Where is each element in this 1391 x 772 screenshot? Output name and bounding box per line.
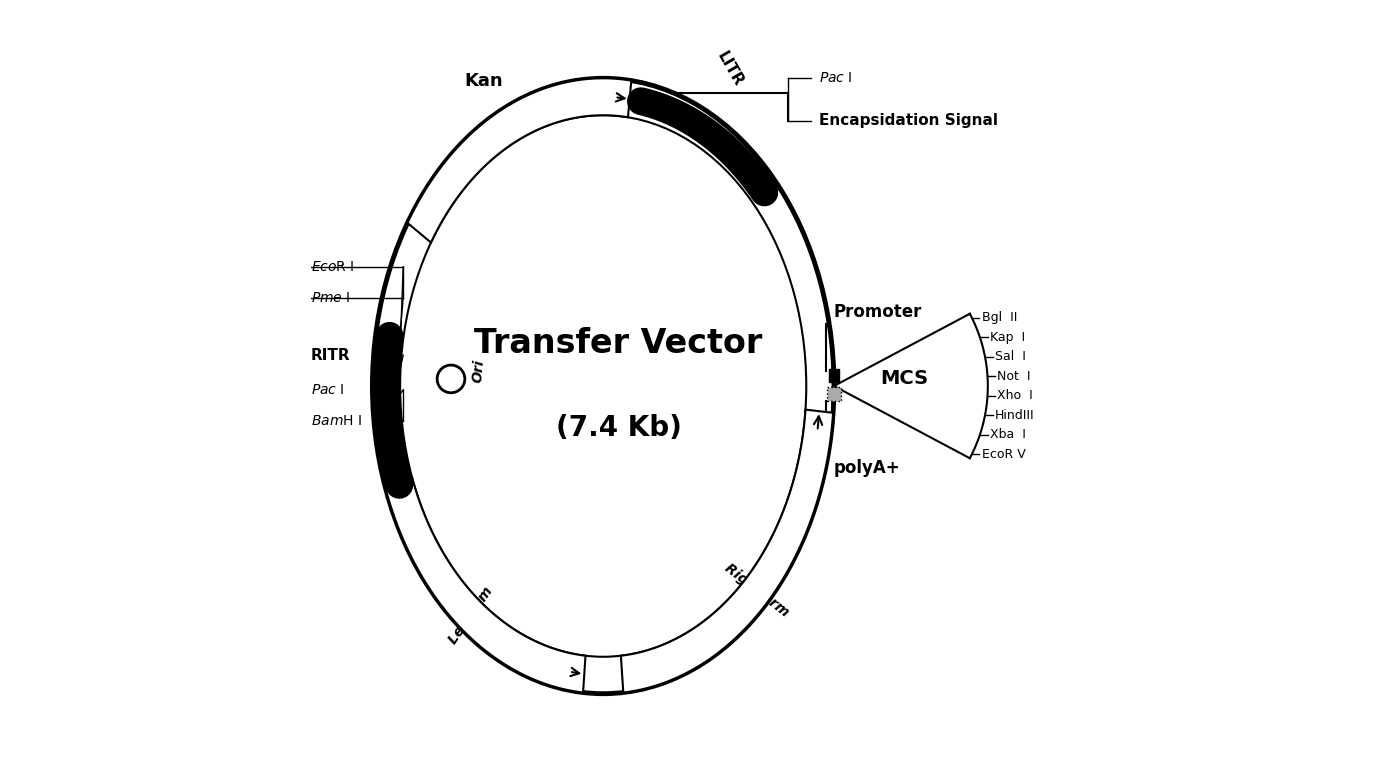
Bar: [829, 369, 839, 382]
Text: Sal  I: Sal I: [995, 350, 1025, 363]
Text: $\it{Pac}$ I: $\it{Pac}$ I: [818, 71, 853, 86]
Text: Right arm: Right arm: [722, 561, 791, 620]
Text: Promoter: Promoter: [835, 303, 922, 320]
Text: $\it{Eco}$R I: $\it{Eco}$R I: [312, 259, 355, 274]
Text: (7.4 Kb): (7.4 Kb): [555, 415, 682, 442]
Text: Xho  I: Xho I: [997, 389, 1034, 402]
Text: LITR: LITR: [714, 49, 746, 89]
Text: Kap  I: Kap I: [990, 330, 1025, 344]
Text: Bgl  II: Bgl II: [982, 311, 1017, 324]
Polygon shape: [620, 410, 833, 692]
Text: Ori: Ori: [470, 359, 487, 384]
Bar: [828, 387, 842, 401]
Text: Not  I: Not I: [997, 370, 1031, 383]
Text: Kan: Kan: [465, 72, 504, 90]
Text: Transfer Vector: Transfer Vector: [474, 327, 762, 361]
Text: MCS: MCS: [881, 369, 928, 388]
Text: RITR: RITR: [312, 347, 351, 363]
Polygon shape: [387, 479, 586, 692]
Text: Encapsidation Signal: Encapsidation Signal: [818, 113, 997, 128]
Text: $\it{Pme}$ I: $\it{Pme}$ I: [312, 290, 351, 304]
Polygon shape: [408, 78, 632, 242]
Text: $\it{Bam}$H I: $\it{Bam}$H I: [312, 414, 362, 428]
Text: Left arm: Left arm: [447, 584, 497, 647]
Text: $\it{Pac}$ I: $\it{Pac}$ I: [312, 383, 345, 397]
Text: HindIII: HindIII: [995, 409, 1035, 422]
Text: polyA+: polyA+: [835, 459, 900, 477]
Text: Xba  I: Xba I: [990, 428, 1025, 442]
Text: EcoR V: EcoR V: [982, 448, 1025, 461]
